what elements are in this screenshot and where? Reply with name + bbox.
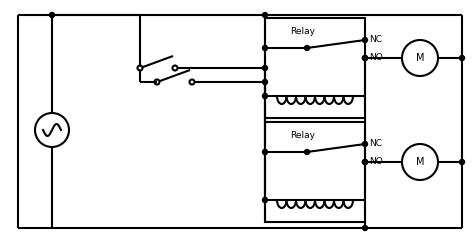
Circle shape [363,55,367,60]
Circle shape [305,46,309,50]
Circle shape [262,150,268,155]
Circle shape [363,142,367,146]
Text: NC: NC [369,139,382,149]
Circle shape [262,66,268,71]
Circle shape [363,160,367,164]
Circle shape [50,12,54,18]
Circle shape [459,160,465,164]
Text: NO: NO [369,157,383,167]
Text: NO: NO [369,54,383,62]
Circle shape [363,226,367,230]
Circle shape [262,12,268,18]
Circle shape [262,46,268,50]
Circle shape [363,37,367,42]
Circle shape [262,79,268,84]
Circle shape [262,94,268,98]
Text: M: M [416,53,424,63]
Circle shape [305,150,309,155]
Text: Relay: Relay [290,28,316,36]
Circle shape [363,55,367,60]
Circle shape [363,160,367,164]
Text: Relay: Relay [290,132,316,140]
Circle shape [262,198,268,203]
Bar [265,122,365,222]
Bar [265,18,365,118]
Circle shape [459,55,465,60]
Text: M: M [416,157,424,167]
Text: NC: NC [369,36,382,44]
